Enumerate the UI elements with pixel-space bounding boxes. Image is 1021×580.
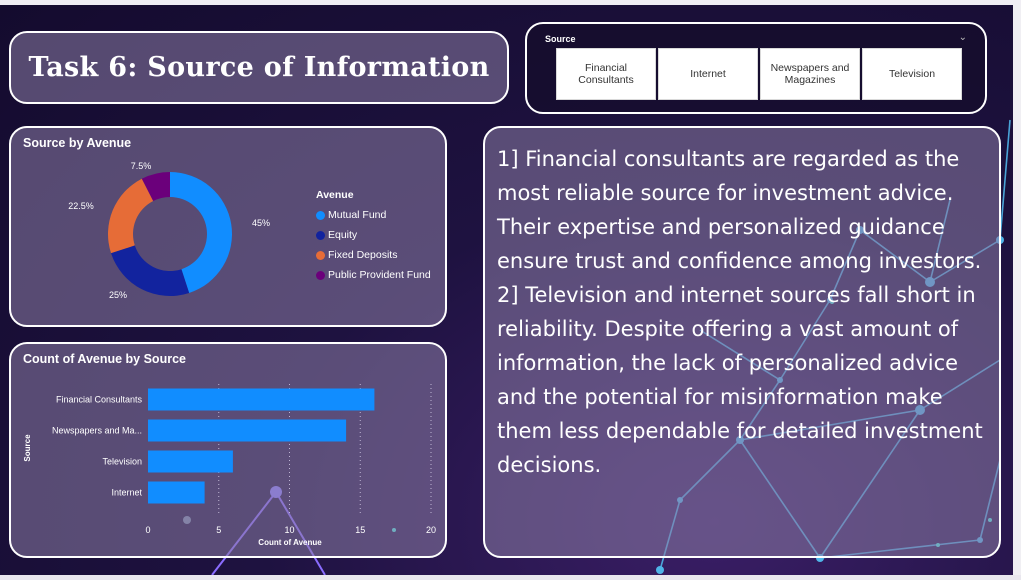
x-tick-label: 5 xyxy=(216,525,221,535)
legend-dot xyxy=(316,270,325,280)
donut-data-label: 25% xyxy=(109,290,127,300)
x-axis-title: Count of Avenue xyxy=(258,538,322,547)
bar-chart-panel: Count of Avenue by Source 0 5 10 15 20 Financ… xyxy=(9,342,447,558)
insight-paragraph-1: 1] Financial consultants are regarded as… xyxy=(497,147,982,273)
source-slicer: Source ⌄ Financial Consultants Internet … xyxy=(525,22,987,114)
donut-chart: 45% 25% 22.5% 7.5% xyxy=(68,161,270,300)
legend-label: Mutual Fund xyxy=(328,209,387,221)
x-tick-label: 20 xyxy=(426,525,436,535)
legend-item-equity[interactable]: Equity xyxy=(316,225,431,245)
donut-data-label: 22.5% xyxy=(68,201,94,211)
title-card: Task 6: Source of Information xyxy=(9,31,509,104)
x-tick-label: 0 xyxy=(145,525,150,535)
legend-label: Fixed Deposits xyxy=(328,249,398,261)
top-strip xyxy=(0,0,1021,5)
legend-item-public-provident-fund[interactable]: Public Provident Fund xyxy=(316,265,431,285)
legend-label: Public Provident Fund xyxy=(328,269,431,281)
bar[interactable] xyxy=(148,450,233,473)
bar[interactable] xyxy=(148,481,205,504)
slicer-options: Financial Consultants Internet Newspaper… xyxy=(556,48,964,100)
slicer-label: Source xyxy=(545,34,576,44)
donut-slice-fixed-deposits[interactable] xyxy=(108,178,154,254)
slicer-option-newspapers-magazines[interactable]: Newspapers and Magazines xyxy=(760,48,860,100)
bar-chart-title: Count of Avenue by Source xyxy=(23,352,186,366)
donut-slice-mutual-fund[interactable] xyxy=(170,172,232,293)
donut-legend: Avenue Mutual Fund Equity Fixed Deposits… xyxy=(316,189,431,285)
insight-text: 1] Financial consultants are regarded as… xyxy=(497,142,993,482)
legend-title: Avenue xyxy=(316,189,354,201)
legend-item-fixed-deposits[interactable]: Fixed Deposits xyxy=(316,245,431,265)
bar[interactable] xyxy=(148,419,347,442)
slicer-option-internet[interactable]: Internet xyxy=(658,48,758,100)
slicer-option-financial-consultants[interactable]: Financial Consultants xyxy=(556,48,656,100)
insight-paragraph-2: 2] Television and internet sources fall … xyxy=(497,283,983,477)
chevron-down-icon[interactable]: ⌄ xyxy=(958,32,967,43)
y-tick-label: Internet xyxy=(111,488,142,498)
legend-label: Equity xyxy=(328,229,358,241)
insight-panel: 1] Financial consultants are regarded as… xyxy=(483,126,1001,558)
legend-dot xyxy=(316,250,325,260)
legend-item-mutual-fund[interactable]: Mutual Fund xyxy=(316,205,431,225)
slicer-option-television[interactable]: Television xyxy=(862,48,962,100)
bar-chart: 0 5 10 15 20 Financial Consultants Newspapers … xyxy=(23,384,436,547)
y-axis-title: Source xyxy=(23,434,32,462)
bottom-strip xyxy=(0,575,1021,580)
vertical-scrollbar[interactable] xyxy=(1013,5,1021,575)
donut-data-label: 45% xyxy=(252,218,270,228)
donut-slice-public-provident-fund[interactable] xyxy=(141,172,170,202)
donut-slice-equity[interactable] xyxy=(111,245,190,296)
x-tick-label: 15 xyxy=(355,525,365,535)
page-title: Task 6: Source of Information xyxy=(28,52,490,83)
y-tick-label: Television xyxy=(102,457,142,467)
donut-data-label: 7.5% xyxy=(131,161,152,171)
bar[interactable] xyxy=(148,388,375,411)
y-tick-label: Newspapers and Ma... xyxy=(52,426,142,436)
legend-dot xyxy=(316,210,325,220)
donut-chart-panel: Source by Avenue 45% 25% 22.5% 7.5% Avenue … xyxy=(9,126,447,327)
y-tick-label: Financial Consultants xyxy=(56,395,143,405)
donut-chart-title: Source by Avenue xyxy=(23,136,132,150)
x-tick-label: 10 xyxy=(284,525,294,535)
legend-dot xyxy=(316,230,325,240)
